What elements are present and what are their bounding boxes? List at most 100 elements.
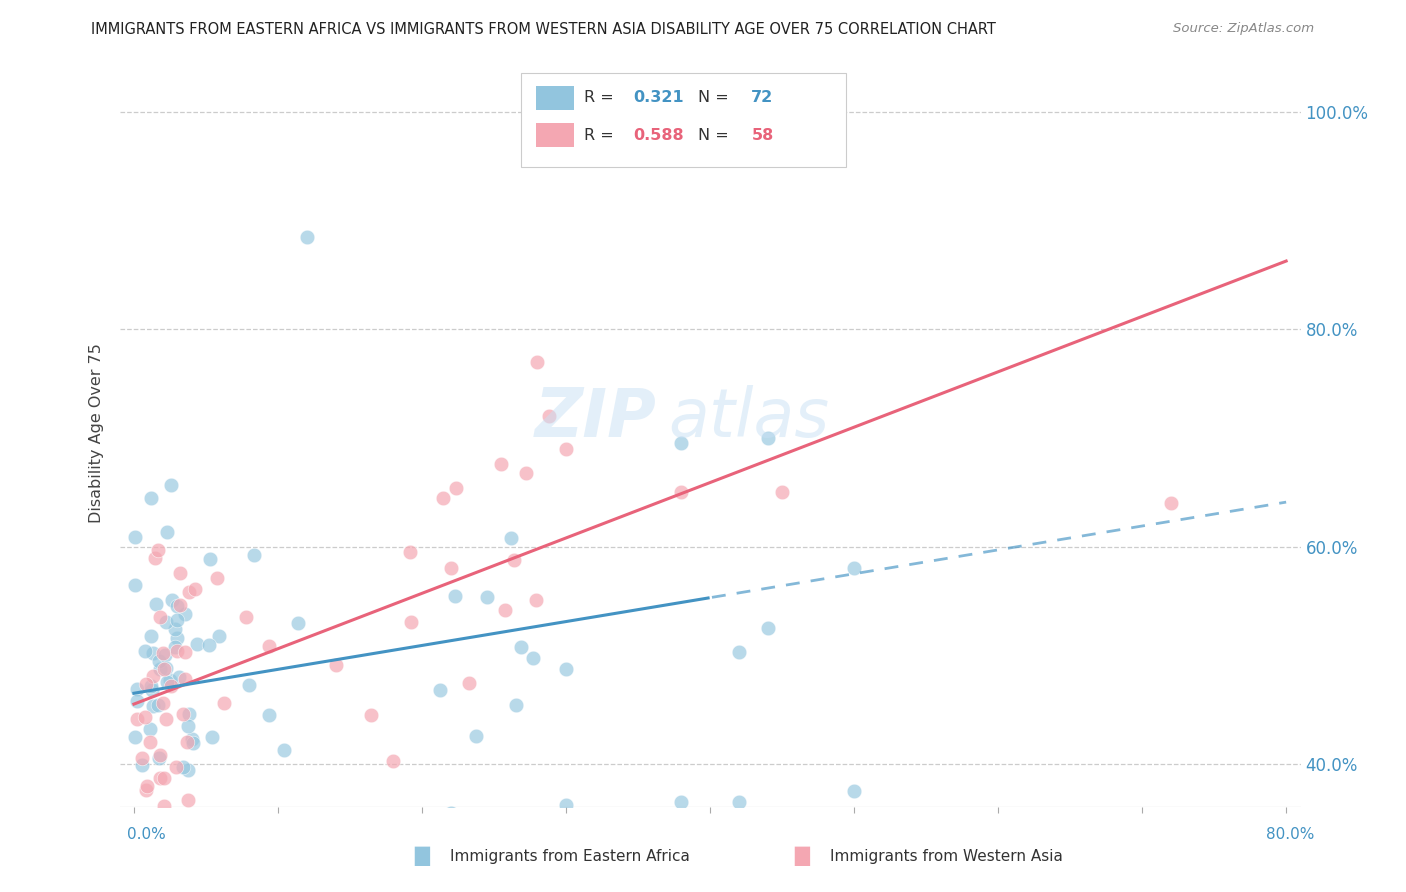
Point — [770, 485, 793, 500]
Point — [155, 648, 177, 662]
Point — [132, 816, 155, 830]
Point — [522, 651, 544, 665]
Text: 80.0%: 80.0% — [1267, 827, 1315, 841]
Point — [139, 629, 162, 643]
Point — [179, 816, 201, 830]
Text: Source: ZipAtlas.com: Source: ZipAtlas.com — [1174, 22, 1315, 36]
Point — [159, 673, 181, 688]
Text: N =: N = — [699, 90, 734, 105]
Point — [159, 477, 181, 491]
Point — [446, 481, 468, 495]
Point — [509, 640, 531, 654]
Point — [295, 230, 318, 244]
Point — [464, 729, 486, 743]
Point — [671, 485, 693, 500]
Point — [146, 543, 169, 558]
Text: Immigrants from Eastern Africa: Immigrants from Eastern Africa — [450, 849, 690, 863]
Point — [671, 795, 693, 809]
Point — [169, 599, 191, 613]
Point — [489, 457, 512, 471]
Point — [174, 607, 197, 621]
Point — [429, 683, 451, 698]
Point — [555, 662, 578, 676]
Point — [139, 735, 162, 749]
Point — [149, 747, 172, 762]
Point — [163, 640, 186, 654]
Text: 0.0%: 0.0% — [127, 827, 166, 841]
Point — [148, 751, 170, 765]
Point — [287, 615, 309, 630]
Point — [141, 491, 163, 506]
Point — [125, 712, 148, 726]
Point — [177, 793, 200, 807]
Point — [181, 732, 204, 747]
Point — [143, 551, 166, 566]
Point — [149, 609, 172, 624]
Point — [360, 707, 382, 722]
Point — [134, 810, 156, 824]
Point — [198, 552, 221, 566]
Point — [149, 772, 172, 786]
Point — [139, 722, 162, 736]
Point — [440, 561, 463, 575]
Point — [152, 647, 174, 661]
Y-axis label: Disability Age Over 75: Disability Age Over 75 — [89, 343, 104, 523]
Point — [135, 782, 157, 797]
Text: █: █ — [415, 847, 429, 866]
Point — [141, 683, 163, 698]
Point — [502, 553, 524, 567]
Point — [181, 735, 204, 749]
Point — [198, 638, 221, 652]
Point — [166, 644, 188, 658]
FancyBboxPatch shape — [537, 123, 574, 147]
Point — [177, 719, 200, 733]
FancyBboxPatch shape — [537, 86, 574, 110]
Point — [127, 681, 149, 696]
Point — [212, 697, 235, 711]
Point — [156, 524, 179, 539]
Point — [166, 599, 188, 614]
Point — [155, 712, 177, 726]
Point — [440, 805, 463, 820]
Point — [505, 698, 527, 712]
Point — [177, 763, 200, 777]
Point — [555, 798, 578, 813]
Point — [208, 629, 231, 643]
Point — [179, 707, 201, 722]
Point — [756, 621, 779, 635]
Point — [842, 561, 865, 575]
Text: █: █ — [794, 847, 808, 866]
FancyBboxPatch shape — [522, 73, 846, 167]
Point — [172, 707, 194, 722]
Text: 72: 72 — [751, 90, 773, 105]
Point — [165, 623, 187, 637]
Text: ZIP: ZIP — [536, 384, 657, 450]
Point — [149, 816, 172, 830]
Text: IMMIGRANTS FROM EASTERN AFRICA VS IMMIGRANTS FROM WESTERN ASIA DISABILITY AGE OV: IMMIGRANTS FROM EASTERN AFRICA VS IMMIGR… — [91, 22, 997, 37]
Point — [176, 735, 198, 749]
Point — [136, 779, 159, 793]
Point — [149, 662, 172, 676]
Point — [174, 644, 197, 658]
Point — [515, 467, 537, 481]
Point — [494, 603, 516, 617]
Text: 0.321: 0.321 — [633, 90, 683, 105]
Point — [524, 592, 547, 607]
Text: R =: R = — [583, 90, 619, 105]
Text: atlas: atlas — [669, 384, 830, 450]
Point — [145, 597, 167, 611]
Point — [235, 610, 257, 624]
Point — [135, 676, 157, 690]
Text: Immigrants from Western Asia: Immigrants from Western Asia — [830, 849, 1063, 863]
Point — [243, 549, 266, 563]
Point — [124, 578, 146, 592]
Text: N =: N = — [699, 128, 734, 143]
Point — [398, 545, 420, 559]
Point — [207, 570, 229, 584]
Point — [165, 760, 187, 774]
Point — [142, 669, 165, 683]
Point — [555, 442, 578, 457]
Point — [457, 676, 479, 690]
Point — [172, 760, 194, 774]
Point — [166, 631, 188, 645]
